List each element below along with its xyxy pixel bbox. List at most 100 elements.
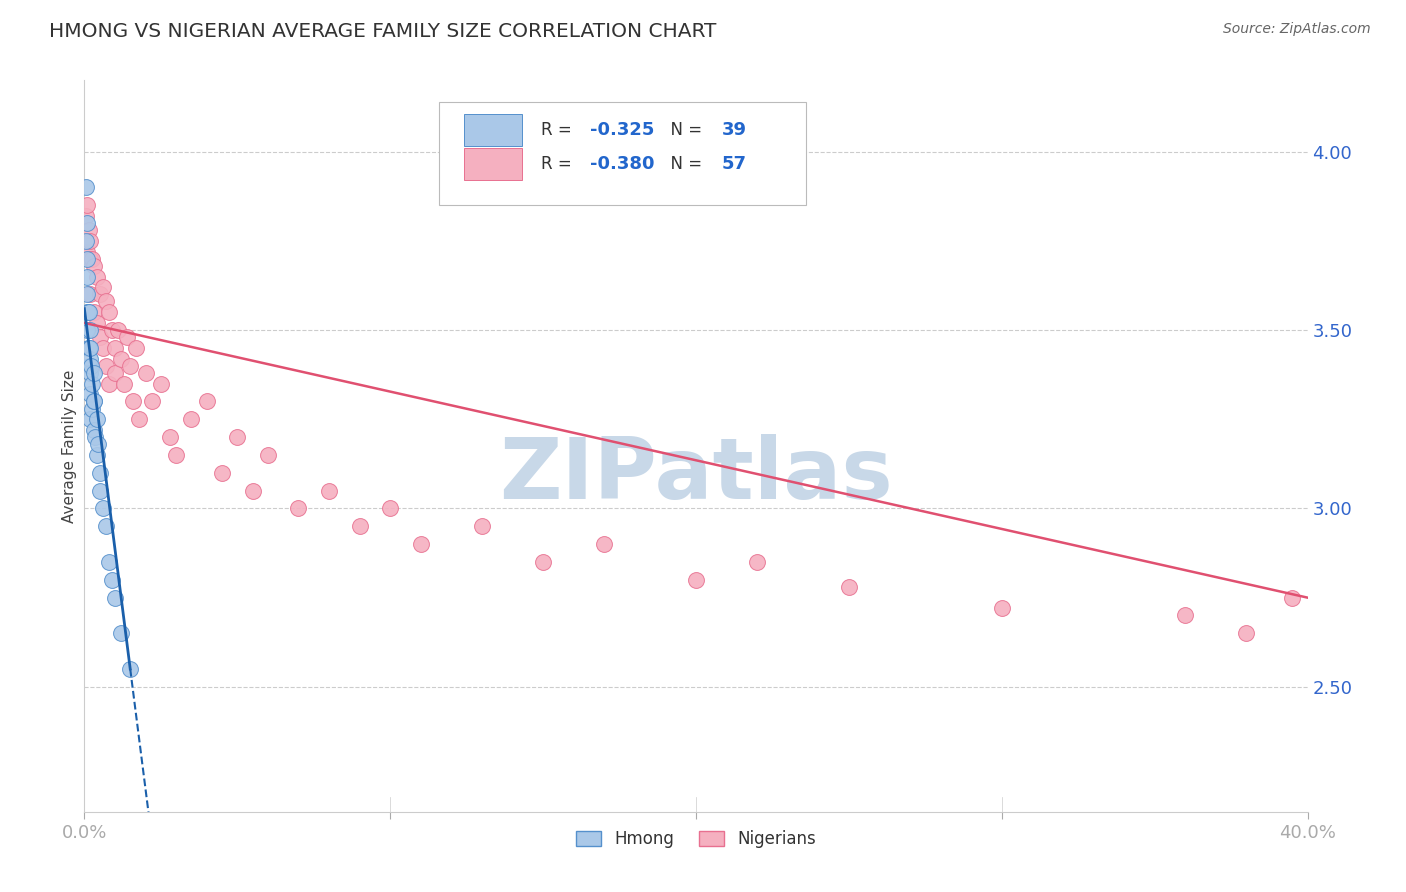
Point <box>104 591 127 605</box>
Point <box>79 234 101 248</box>
Point <box>89 483 111 498</box>
Point <box>86 316 108 330</box>
Point <box>531 555 554 569</box>
Point <box>79 366 101 380</box>
Point <box>122 394 145 409</box>
Point <box>80 359 103 373</box>
Point <box>77 305 100 319</box>
Point <box>83 423 105 437</box>
Point <box>318 483 340 498</box>
Point <box>287 501 309 516</box>
Point <box>349 519 371 533</box>
Point <box>97 376 120 391</box>
Point <box>79 412 101 426</box>
Point <box>380 501 402 516</box>
Point <box>75 180 97 194</box>
Text: ZIPatlas: ZIPatlas <box>499 434 893 516</box>
Point <box>747 555 769 569</box>
Point <box>83 305 105 319</box>
Point <box>79 287 101 301</box>
Point <box>83 366 105 380</box>
Point <box>94 519 117 533</box>
Point <box>91 501 114 516</box>
Point <box>97 555 120 569</box>
Text: R =: R = <box>541 155 576 173</box>
Point <box>180 412 202 426</box>
Point <box>991 601 1014 615</box>
Point <box>86 412 108 426</box>
Point <box>76 252 98 266</box>
Point <box>112 376 135 391</box>
Point <box>107 323 129 337</box>
Text: N =: N = <box>661 121 707 139</box>
Point <box>94 294 117 309</box>
Point <box>195 394 218 409</box>
Point <box>120 359 142 373</box>
Point <box>257 448 280 462</box>
Point <box>409 537 432 551</box>
Point <box>1174 608 1197 623</box>
Point <box>91 280 114 294</box>
Point <box>86 448 108 462</box>
Point <box>110 351 132 366</box>
Point <box>76 305 98 319</box>
Legend: Hmong, Nigerians: Hmong, Nigerians <box>569 823 823 855</box>
Point <box>77 305 100 319</box>
Point <box>141 394 163 409</box>
FancyBboxPatch shape <box>439 103 806 204</box>
Point <box>685 573 707 587</box>
Point <box>104 366 127 380</box>
Point <box>77 341 100 355</box>
FancyBboxPatch shape <box>464 114 522 146</box>
Point <box>87 437 110 451</box>
Point <box>79 341 101 355</box>
Point <box>91 341 114 355</box>
Point <box>120 662 142 676</box>
Point <box>94 359 117 373</box>
Y-axis label: Average Family Size: Average Family Size <box>62 369 77 523</box>
Point <box>79 351 101 366</box>
Point <box>1281 591 1303 605</box>
Point <box>77 359 100 373</box>
Point <box>149 376 172 391</box>
Point <box>75 209 97 223</box>
Point <box>86 269 108 284</box>
Point <box>838 580 860 594</box>
Point <box>159 430 181 444</box>
Point <box>211 466 233 480</box>
Point <box>89 330 111 344</box>
Point <box>471 519 494 533</box>
Point <box>128 412 150 426</box>
Point <box>101 573 124 587</box>
Text: Source: ZipAtlas.com: Source: ZipAtlas.com <box>1223 22 1371 37</box>
Text: 39: 39 <box>721 121 747 139</box>
Point <box>115 330 138 344</box>
Point <box>104 341 127 355</box>
Point <box>125 341 148 355</box>
Point <box>80 376 103 391</box>
Point <box>226 430 249 444</box>
Point <box>75 234 97 248</box>
Point <box>76 269 98 284</box>
Point <box>76 198 98 212</box>
Point <box>80 252 103 266</box>
Point <box>79 387 101 401</box>
Point <box>76 323 98 337</box>
Text: N =: N = <box>661 155 707 173</box>
Point <box>76 216 98 230</box>
Point <box>242 483 264 498</box>
Point <box>79 252 101 266</box>
Point <box>135 366 157 380</box>
Point <box>84 430 107 444</box>
Point <box>83 259 105 273</box>
Point <box>110 626 132 640</box>
Point <box>77 341 100 355</box>
Point <box>79 323 101 337</box>
Point <box>101 323 124 337</box>
Point <box>593 537 616 551</box>
Point <box>165 448 187 462</box>
Point <box>83 394 105 409</box>
Point <box>76 244 98 259</box>
FancyBboxPatch shape <box>464 148 522 180</box>
Text: HMONG VS NIGERIAN AVERAGE FAMILY SIZE CORRELATION CHART: HMONG VS NIGERIAN AVERAGE FAMILY SIZE CO… <box>49 22 717 41</box>
